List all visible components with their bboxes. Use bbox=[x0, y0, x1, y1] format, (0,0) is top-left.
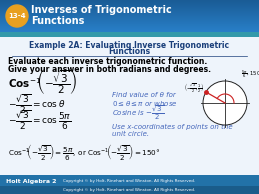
FancyBboxPatch shape bbox=[0, 13, 259, 15]
FancyBboxPatch shape bbox=[0, 186, 259, 194]
Text: Evaluate each inverse trigonometric function.: Evaluate each inverse trigonometric func… bbox=[8, 57, 207, 67]
Text: $-\dfrac{\sqrt{3}}{2} = \cos\theta$: $-\dfrac{\sqrt{3}}{2} = \cos\theta$ bbox=[8, 92, 65, 116]
FancyBboxPatch shape bbox=[0, 23, 259, 24]
FancyBboxPatch shape bbox=[0, 0, 259, 2]
FancyBboxPatch shape bbox=[0, 7, 259, 9]
Text: $0 \leq \theta \leq \pi$ or whose: $0 \leq \theta \leq \pi$ or whose bbox=[112, 100, 178, 108]
FancyBboxPatch shape bbox=[0, 22, 259, 23]
FancyBboxPatch shape bbox=[0, 2, 259, 3]
FancyBboxPatch shape bbox=[0, 25, 259, 27]
FancyBboxPatch shape bbox=[0, 11, 259, 12]
FancyBboxPatch shape bbox=[0, 29, 259, 30]
FancyBboxPatch shape bbox=[0, 14, 259, 16]
Text: Functions: Functions bbox=[31, 16, 84, 26]
FancyBboxPatch shape bbox=[0, 30, 259, 31]
Text: $\mathrm{Cos}^{-1}\!\!\left(-\dfrac{\sqrt{3}}{2}\right)=\dfrac{5\pi}{6}$$,\;\mat: $\mathrm{Cos}^{-1}\!\!\left(-\dfrac{\sqr… bbox=[8, 142, 161, 162]
FancyBboxPatch shape bbox=[0, 31, 259, 33]
FancyBboxPatch shape bbox=[0, 21, 259, 23]
Text: $\mathbf{Cos}^{-1}\!\!\left(-\dfrac{\sqrt{3}}{2}\right)$: $\mathbf{Cos}^{-1}\!\!\left(-\dfrac{\sqr… bbox=[8, 68, 77, 96]
Text: Use x-coordinates of points on the: Use x-coordinates of points on the bbox=[112, 124, 233, 130]
FancyBboxPatch shape bbox=[0, 24, 259, 25]
Text: $\left(-\!\frac{\sqrt{3}}{2},\frac{1}{2}\right)$: $\left(-\!\frac{\sqrt{3}}{2},\frac{1}{2}… bbox=[184, 81, 205, 94]
Text: 13-4: 13-4 bbox=[8, 13, 26, 19]
Text: Example 2A: Evaluating Inverse Trigonometric: Example 2A: Evaluating Inverse Trigonome… bbox=[30, 41, 229, 49]
Text: Find value of θ for: Find value of θ for bbox=[112, 92, 176, 98]
Text: Copyright © by Holt, Rinehart and Winston. All Rights Reserved.: Copyright © by Holt, Rinehart and Winsto… bbox=[63, 179, 196, 183]
Text: Functions: Functions bbox=[109, 48, 150, 56]
FancyBboxPatch shape bbox=[0, 32, 259, 37]
FancyBboxPatch shape bbox=[0, 27, 259, 29]
FancyBboxPatch shape bbox=[0, 12, 259, 14]
FancyBboxPatch shape bbox=[0, 175, 259, 194]
Circle shape bbox=[203, 81, 247, 125]
Text: Give your answer in both radians and degrees.: Give your answer in both radians and deg… bbox=[8, 64, 211, 74]
Text: Cosine is $-\dfrac{\sqrt{3}}{2}$: Cosine is $-\dfrac{\sqrt{3}}{2}$ bbox=[112, 104, 164, 122]
FancyBboxPatch shape bbox=[0, 6, 259, 8]
FancyBboxPatch shape bbox=[0, 5, 259, 7]
FancyBboxPatch shape bbox=[0, 10, 259, 11]
Text: Copyright © by Holt, Rinehart and Winston. All Rights Reserved.: Copyright © by Holt, Rinehart and Winsto… bbox=[63, 188, 196, 192]
FancyBboxPatch shape bbox=[0, 16, 259, 17]
FancyBboxPatch shape bbox=[0, 9, 259, 10]
FancyBboxPatch shape bbox=[0, 20, 259, 22]
Text: $\frac{5\pi}{6}$, 150°: $\frac{5\pi}{6}$, 150° bbox=[241, 68, 259, 80]
Text: unit circle.: unit circle. bbox=[112, 131, 149, 137]
FancyBboxPatch shape bbox=[0, 3, 259, 4]
FancyBboxPatch shape bbox=[0, 37, 259, 175]
Circle shape bbox=[6, 5, 28, 27]
FancyBboxPatch shape bbox=[0, 19, 259, 21]
FancyBboxPatch shape bbox=[0, 8, 259, 10]
Text: $-\dfrac{\sqrt{3}}{2} = \cos\dfrac{5\pi}{6}$: $-\dfrac{\sqrt{3}}{2} = \cos\dfrac{5\pi}… bbox=[8, 108, 71, 132]
Text: Inverses of Trigonometric: Inverses of Trigonometric bbox=[31, 5, 172, 15]
FancyBboxPatch shape bbox=[0, 1, 259, 3]
FancyBboxPatch shape bbox=[0, 4, 259, 5]
FancyBboxPatch shape bbox=[0, 26, 259, 28]
FancyBboxPatch shape bbox=[0, 15, 259, 16]
FancyBboxPatch shape bbox=[0, 28, 259, 29]
FancyBboxPatch shape bbox=[0, 18, 259, 20]
Text: Holt Algebra 2: Holt Algebra 2 bbox=[6, 178, 56, 184]
FancyBboxPatch shape bbox=[0, 17, 259, 18]
